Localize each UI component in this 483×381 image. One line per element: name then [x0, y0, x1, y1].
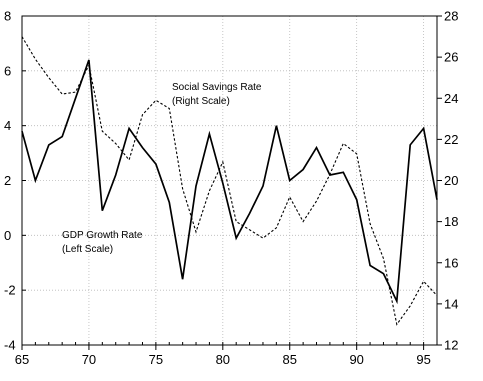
right-axis-tick-label: 22 — [444, 132, 458, 147]
annotation-savings-line2: (Right Scale) — [172, 96, 230, 107]
x-axis-tick-label: 90 — [349, 352, 363, 367]
series-layer — [21, 36, 438, 326]
x-axis-tick-label: 70 — [82, 352, 96, 367]
right-axis-tick-label: 14 — [444, 296, 458, 311]
series-line-left-axis — [21, 59, 438, 305]
right-axis-tick-label: 20 — [444, 173, 458, 188]
left-axis-ticks: -4 -2 0 2 4 6 8 — [4, 9, 26, 353]
left-axis-tick-label: 0 — [4, 228, 11, 243]
x-axis-tick-label: 75 — [149, 352, 163, 367]
right-axis-tick-label: 24 — [444, 91, 458, 106]
annotation-savings: Social Savings Rate (Right Scale) — [172, 82, 262, 107]
left-axis-tick-label: 2 — [4, 173, 11, 188]
x-axis-tick-label: 95 — [416, 352, 430, 367]
left-axis-tick-label: 6 — [4, 63, 11, 78]
annotation-savings-line1: Social Savings Rate — [172, 82, 262, 93]
left-axis-tick-label: -4 — [4, 338, 16, 353]
annotation-gdp-line2: (Left Scale) — [62, 244, 113, 255]
annotation-gdp: GDP Growth Rate (Left Scale) — [62, 230, 143, 255]
left-axis-tick-label: 8 — [4, 9, 11, 24]
right-axis-ticks: 12 14 16 18 20 22 24 26 28 — [437, 9, 458, 353]
right-axis-tick-label: 12 — [444, 338, 458, 353]
right-axis-tick-label: 16 — [444, 255, 458, 270]
right-axis-tick-label: 26 — [444, 50, 458, 65]
grid — [22, 16, 437, 345]
left-axis-tick-label: 4 — [4, 118, 11, 133]
x-axis-ticks: 65 70 75 80 85 90 95 — [15, 342, 438, 367]
left-axis-tick-label: -2 — [4, 283, 16, 298]
x-axis-tick-label: 65 — [15, 352, 29, 367]
x-axis-tick-label: 80 — [216, 352, 230, 367]
right-axis-tick-label: 18 — [444, 214, 458, 229]
x-axis-tick-label: 85 — [283, 352, 297, 367]
annotation-gdp-line1: GDP Growth Rate — [62, 230, 143, 241]
right-axis-tick-label: 28 — [444, 9, 458, 24]
